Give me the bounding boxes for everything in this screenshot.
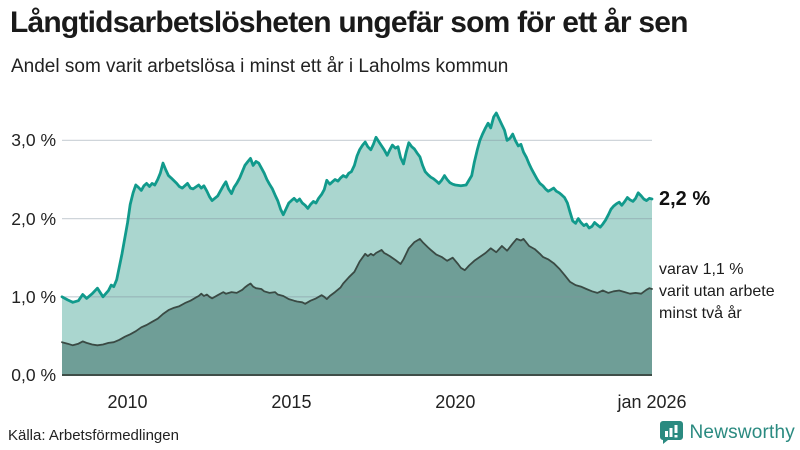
y-axis-tick-label: 0,0 % bbox=[11, 365, 56, 385]
area-series-1 bbox=[62, 238, 652, 375]
y-axis-tick-label: 2,0 % bbox=[11, 208, 56, 229]
page-title: Långtidsarbetslösheten ungefär som för e… bbox=[10, 6, 688, 39]
y-axis-tick-label: 1,0 % bbox=[11, 286, 56, 307]
source-credit: Källa: Arbetsförmedlingen bbox=[8, 427, 179, 444]
line-series-0 bbox=[60, 111, 654, 304]
annotation-line: varav 1,1 % bbox=[659, 261, 744, 278]
x-axis-tick-label: 2015 bbox=[271, 392, 312, 412]
x-axis-tick-label: 2010 bbox=[107, 392, 148, 412]
series-end-value-label: 2,2 % bbox=[659, 188, 711, 210]
newsworthy-wordmark: Newsworthy bbox=[689, 421, 795, 443]
annotation-line: varit utan arbete bbox=[659, 283, 775, 300]
chart-subtitle: Andel som varit arbetslösa i minst ett å… bbox=[11, 56, 509, 77]
line-series-1 bbox=[61, 238, 653, 347]
x-axis-tick-label: 2020 bbox=[435, 392, 476, 412]
y-axis-tick-label: 3,0 % bbox=[11, 130, 56, 151]
secondary-series-annotation: varav 1,1 % varit utan arbete minst två … bbox=[659, 259, 775, 325]
newsworthy-logo[interactable]: Newsworthy bbox=[659, 420, 795, 445]
newsworthy-bar-chart-speech-bubble-icon bbox=[659, 421, 683, 444]
x-axis-tick-label: jan 2026 bbox=[617, 392, 687, 412]
annotation-line: minst två år bbox=[659, 305, 742, 322]
